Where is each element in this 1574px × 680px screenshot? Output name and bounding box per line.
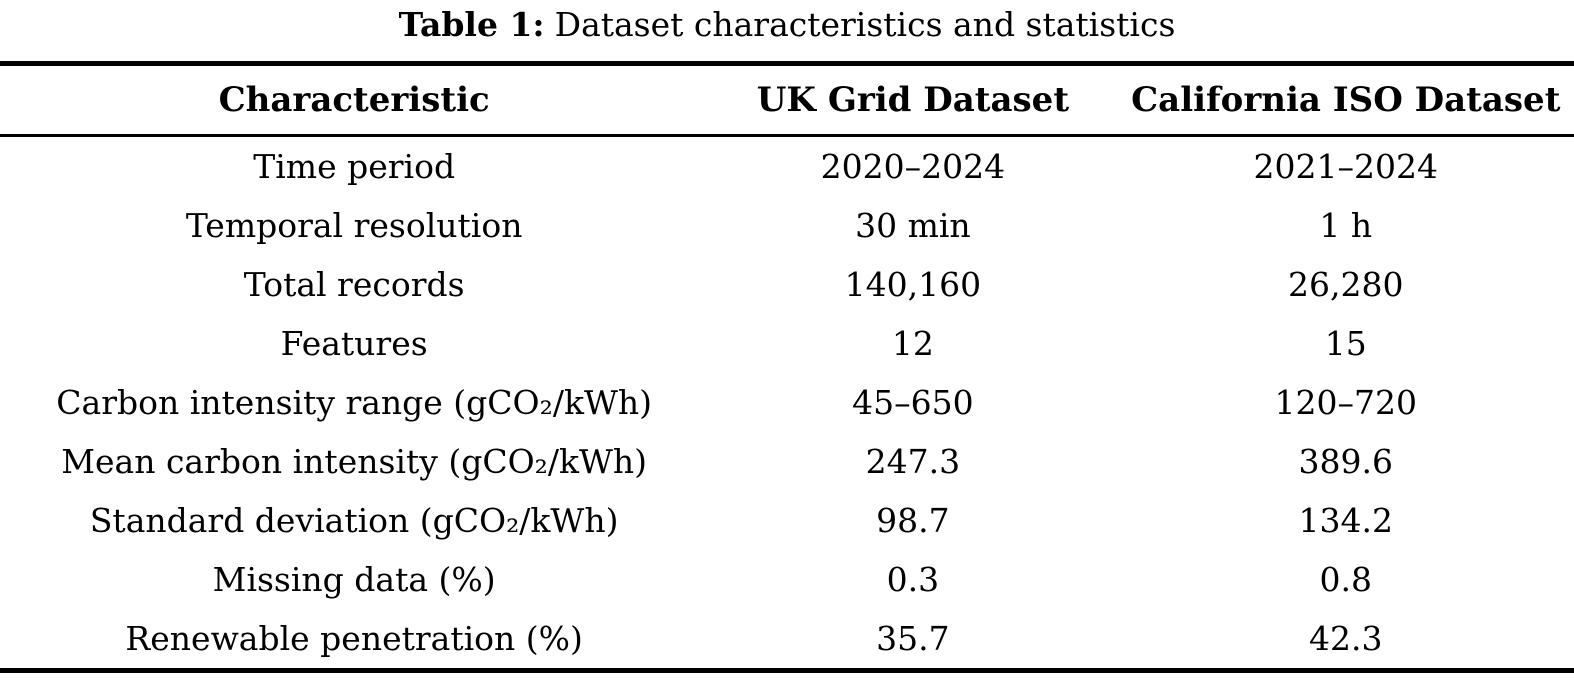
table-header-row: Characteristic UK Grid Dataset Californi…: [0, 63, 1574, 137]
table-cell: 26,280: [1288, 265, 1404, 304]
table-cell: Standard deviation (gCO₂/kWh): [89, 501, 619, 540]
column-header-uk-grid-dataset: UK Grid Dataset: [708, 63, 1118, 137]
table-cell: Total records: [243, 265, 465, 304]
table-cell: 120–720: [1274, 383, 1417, 422]
table-cell: 1 h: [1319, 206, 1373, 245]
table-caption-text: Dataset characteristics and statistics: [554, 5, 1176, 44]
table-cell: Features: [280, 324, 428, 363]
table-cell: 134.2: [1298, 501, 1393, 540]
table-cell: Renewable penetration (%): [125, 619, 583, 658]
table-cell: Temporal resolution: [185, 206, 523, 245]
table-cell: 140,160: [844, 265, 982, 304]
table-cell: 45–650: [852, 383, 974, 422]
table-cell: 2021–2024: [1253, 147, 1438, 186]
dataset-statistics-table: Characteristic UK Grid Dataset Californi…: [0, 61, 1574, 673]
table-cell: 12: [891, 324, 934, 363]
column-header-characteristic: Characteristic: [0, 63, 709, 137]
table-cell: Carbon intensity range (gCO₂/kWh): [56, 383, 652, 422]
table-row: Missing data (%) 0.3 0.8: [0, 550, 1574, 609]
table-row: Time period 2020–2024 2021–2024: [0, 136, 1574, 197]
table-row: Total records 140,160 26,280: [0, 255, 1574, 314]
table-row: Temporal resolution 30 min 1 h: [0, 196, 1574, 255]
table-caption-label: Table 1:: [398, 5, 545, 44]
table-row: Features 12 15: [0, 314, 1574, 373]
table-row: Carbon intensity range (gCO₂/kWh) 45–650…: [0, 373, 1574, 432]
table-body: Time period 2020–2024 2021–2024 Temporal…: [0, 136, 1574, 671]
table-header: Characteristic UK Grid Dataset Californi…: [0, 63, 1574, 137]
table-row: Standard deviation (gCO₂/kWh) 98.7 134.2: [0, 491, 1574, 550]
table-row: Renewable penetration (%) 35.7 42.3: [0, 609, 1574, 671]
table-cell: Missing data (%): [212, 560, 496, 599]
table-caption: Table 1: Dataset characteristics and stat…: [0, 0, 1574, 48]
table-cell: 0.8: [1319, 560, 1372, 599]
table-cell: 247.3: [865, 442, 961, 481]
table-cell: 30 min: [855, 206, 971, 245]
table-cell: 2020–2024: [820, 147, 1006, 186]
table-cell: 15: [1324, 324, 1367, 363]
table-cell: 0.3: [886, 560, 940, 599]
table-cell: Mean carbon intensity (gCO₂/kWh): [61, 442, 648, 481]
column-header-california-iso-dataset: California ISO Dataset: [1117, 63, 1574, 137]
table-cell: 389.6: [1298, 442, 1393, 481]
table-cell: 42.3: [1309, 619, 1383, 658]
table-cell: Time period: [253, 147, 456, 186]
table-cell: 98.7: [876, 501, 950, 540]
table-cell: 35.7: [876, 619, 950, 658]
table-row: Mean carbon intensity (gCO₂/kWh) 247.3 3…: [0, 432, 1574, 491]
